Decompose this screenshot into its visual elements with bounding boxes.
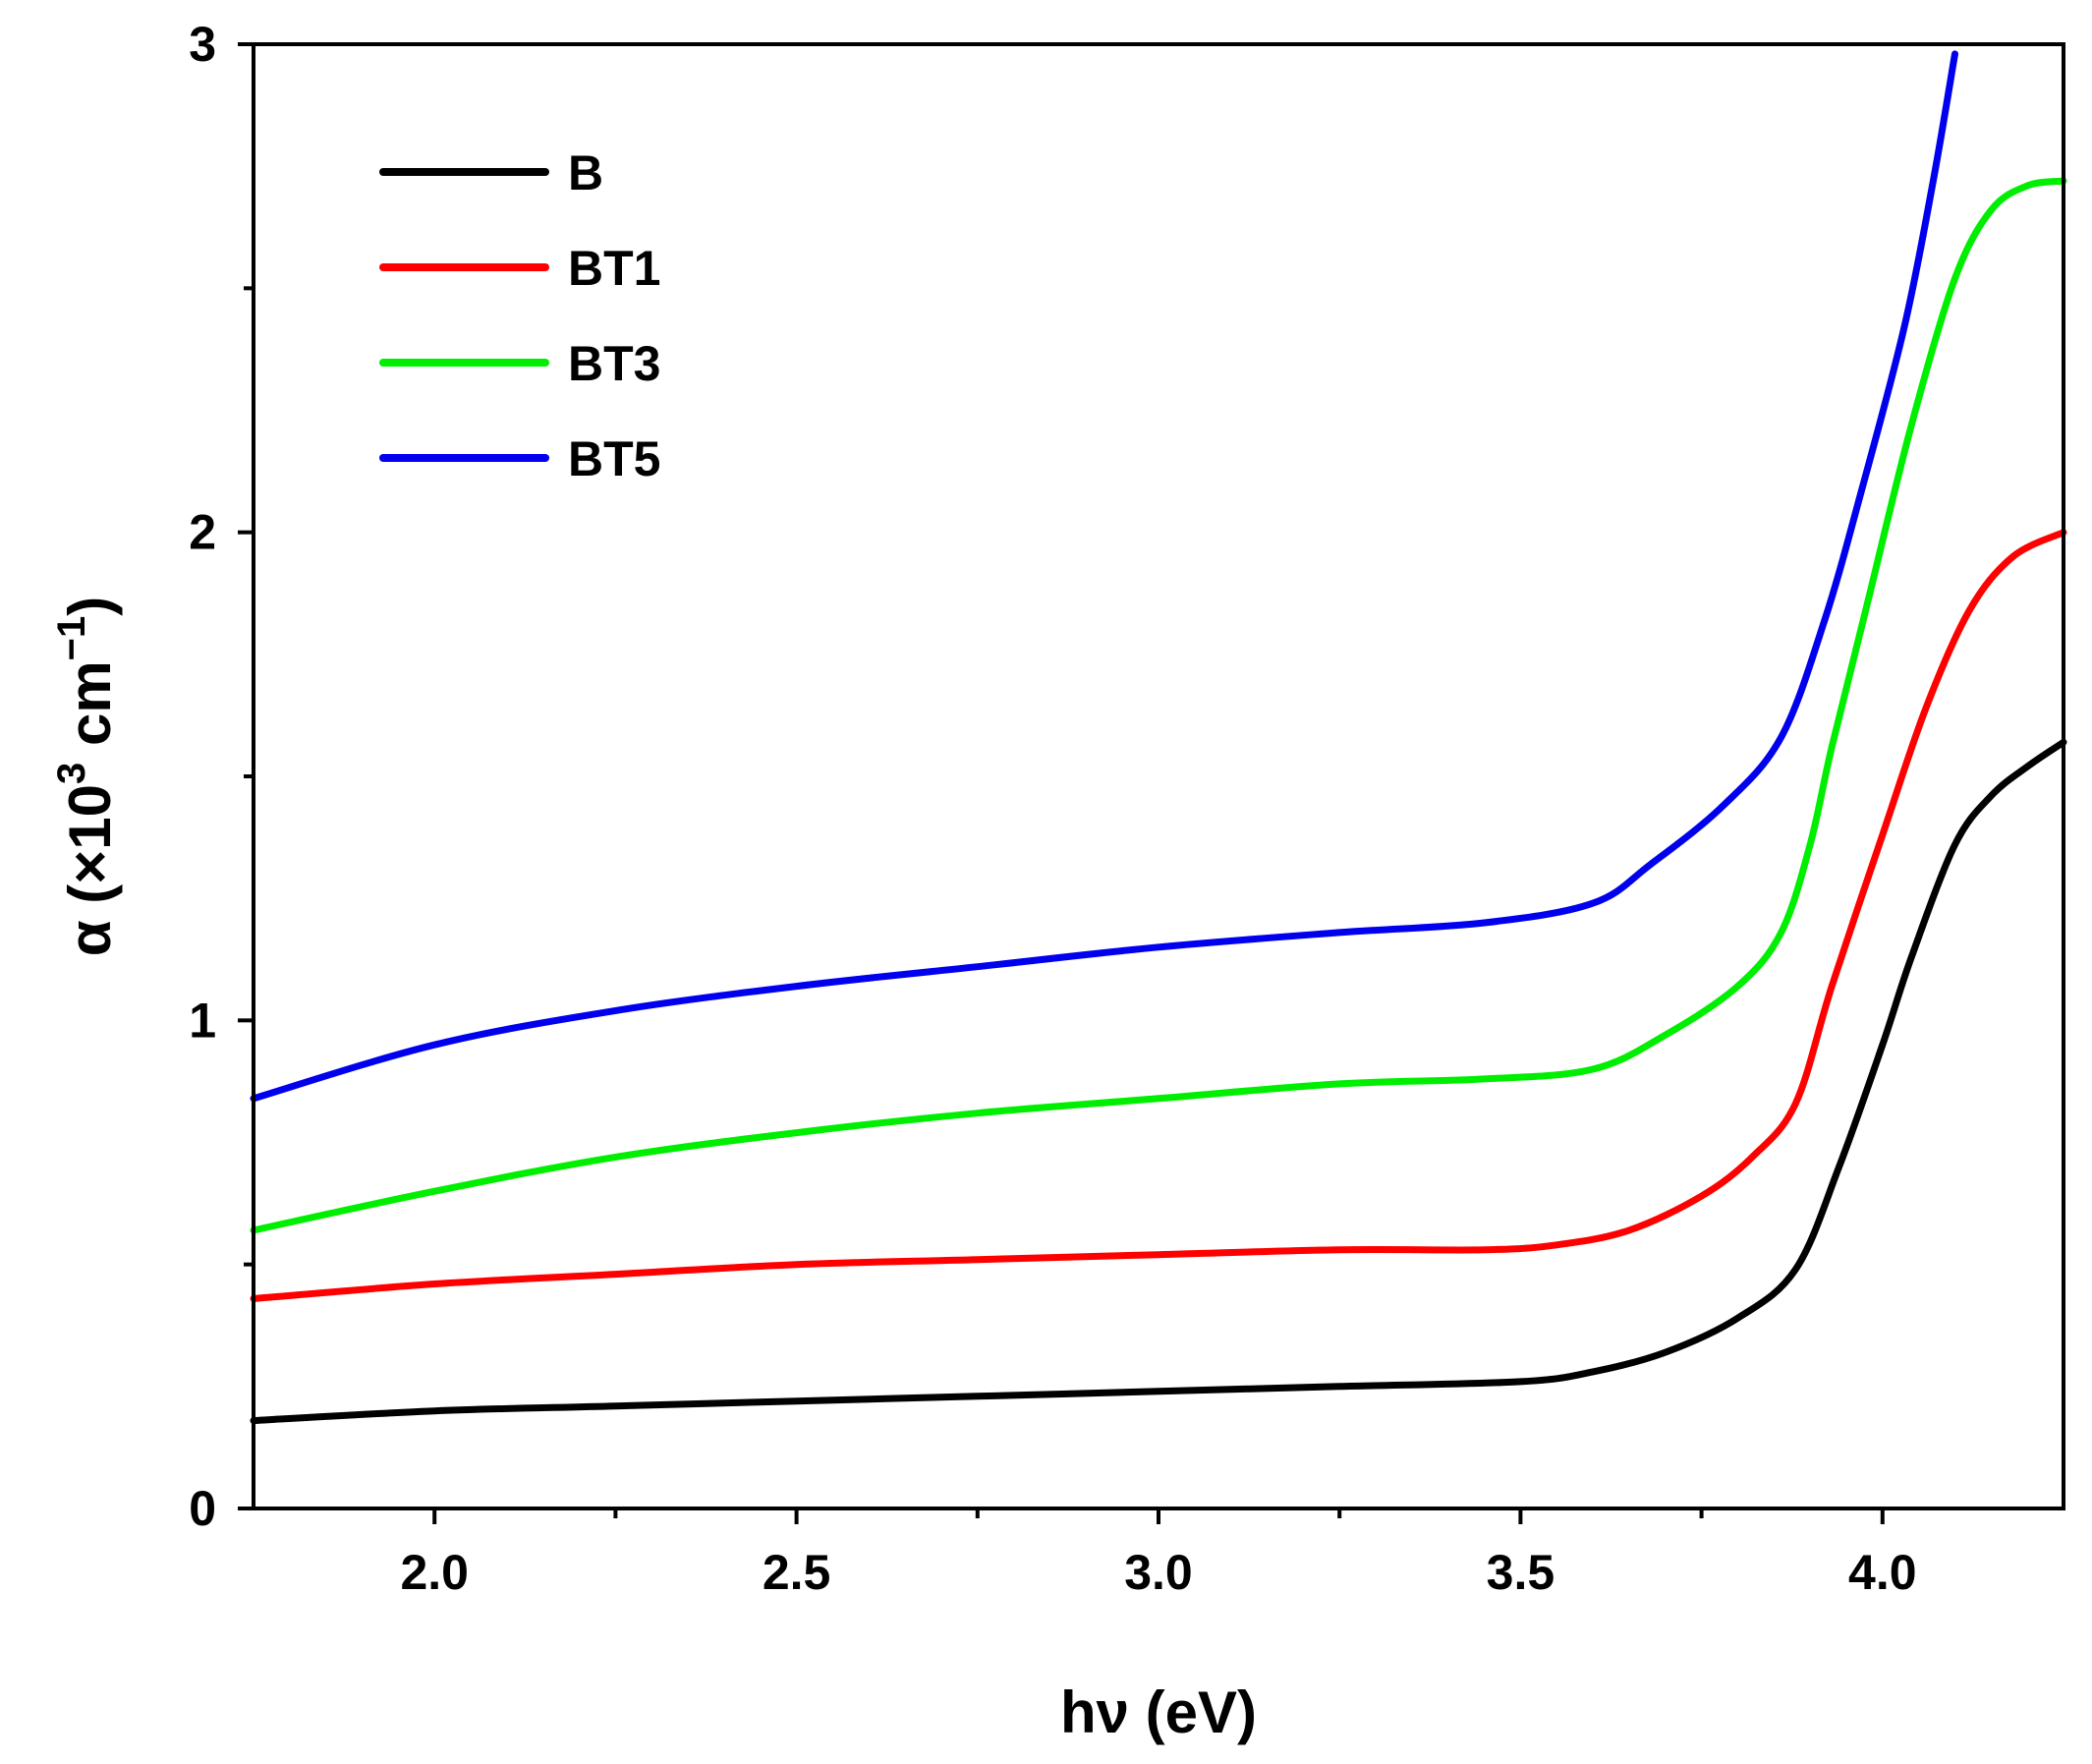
legend-label-bt5: BT5 xyxy=(568,431,660,486)
y-axis-title-sup-minus-1: −1 xyxy=(50,616,93,661)
series-line-bt3 xyxy=(250,177,2067,1234)
legend-label-b: B xyxy=(568,145,603,200)
y-tick-label: 3 xyxy=(189,17,216,72)
y-tick-label: 2 xyxy=(189,505,216,560)
x-axis-title: hν (eV) xyxy=(1060,1679,1257,1745)
series-line-bt1 xyxy=(250,529,2067,1302)
x-tick-label: 3.5 xyxy=(1487,1545,1555,1600)
x-tick-label: 2.5 xyxy=(763,1545,831,1600)
y-axis-title-suffix: ) xyxy=(57,597,123,616)
y-axis: 0 1 2 3 xyxy=(189,17,254,1536)
y-tick-label: 1 xyxy=(189,993,216,1048)
legend: B BT1 BT3 BT5 xyxy=(379,145,660,486)
series-layer xyxy=(250,50,2067,1425)
series-line-bt5 xyxy=(250,50,1958,1103)
x-tick-label: 3.0 xyxy=(1124,1545,1193,1600)
x-tick-label: 2.0 xyxy=(400,1545,469,1600)
series-line-b xyxy=(250,738,2067,1425)
y-axis-title: α (×103 cm−1) xyxy=(50,597,123,957)
x-axis: 2.0 2.5 3.0 3.5 4.0 xyxy=(400,1508,1917,1600)
y-axis-title-mid: cm xyxy=(57,660,123,762)
legend-label-bt1: BT1 xyxy=(568,241,660,296)
y-axis-title-sup-3: 3 xyxy=(50,763,93,784)
x-tick-label: 4.0 xyxy=(1848,1545,1917,1600)
legend-label-bt3: BT3 xyxy=(568,336,660,391)
y-tick-label: 0 xyxy=(189,1481,216,1536)
y-axis-title-prefix: α (×10 xyxy=(57,784,123,956)
